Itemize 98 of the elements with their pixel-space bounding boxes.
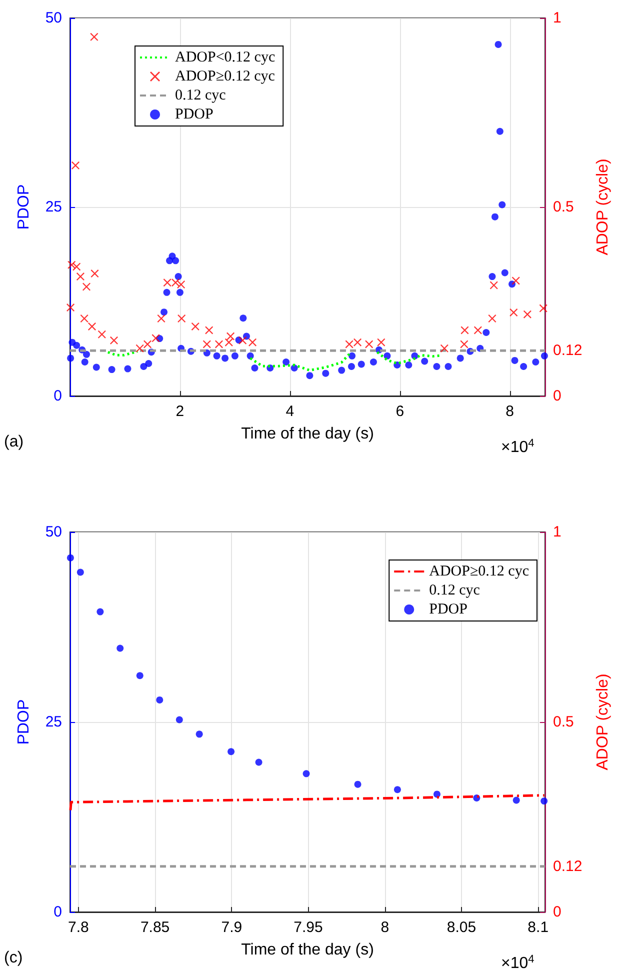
point bbox=[490, 281, 498, 290]
point bbox=[136, 672, 144, 680]
legend-label: 0.12 cyc bbox=[429, 582, 480, 598]
point bbox=[488, 314, 496, 323]
x-tick-label: 4 bbox=[286, 403, 294, 420]
point bbox=[512, 796, 520, 804]
point bbox=[433, 790, 440, 798]
point bbox=[460, 340, 468, 348]
point bbox=[539, 304, 548, 312]
y-axis-title: PDOP bbox=[16, 184, 32, 230]
point bbox=[248, 338, 257, 346]
y-tick-label: 50 bbox=[45, 10, 62, 26]
point bbox=[76, 272, 84, 281]
y2-tick-label: 1 bbox=[553, 10, 562, 26]
point bbox=[157, 314, 166, 323]
point bbox=[98, 330, 106, 338]
legend-label: PDOP bbox=[175, 106, 214, 122]
point bbox=[255, 758, 262, 766]
point bbox=[365, 340, 374, 348]
y2-axis-title: ADOP (cycle) bbox=[594, 158, 612, 256]
legend-label: ADOP≥0.12 cyc bbox=[175, 68, 276, 84]
point bbox=[345, 340, 354, 348]
point bbox=[196, 730, 203, 738]
y2-axis-title: ADOP (cycle) bbox=[594, 674, 612, 770]
line-series bbox=[69, 794, 546, 812]
point bbox=[377, 338, 386, 346]
y-tick-label: 50 bbox=[45, 524, 62, 540]
point bbox=[302, 770, 310, 778]
point bbox=[76, 568, 84, 576]
point bbox=[66, 304, 75, 312]
point bbox=[512, 276, 520, 285]
point bbox=[172, 278, 180, 287]
point bbox=[90, 32, 98, 41]
point bbox=[144, 340, 152, 348]
x-axis-title: Time of the day (s) bbox=[241, 426, 374, 442]
point bbox=[116, 644, 124, 652]
point bbox=[110, 336, 118, 344]
legend-label: PDOP bbox=[429, 602, 468, 618]
text: (c) bbox=[4, 950, 23, 966]
y2-tick-label: 0.12 bbox=[553, 342, 582, 360]
point bbox=[354, 338, 362, 346]
y-tick-label: 25 bbox=[45, 714, 62, 730]
y2-tick-label: 0 bbox=[553, 904, 562, 920]
point bbox=[96, 608, 104, 616]
x-tick-label: 7.85 bbox=[140, 919, 170, 936]
point bbox=[354, 780, 362, 788]
point bbox=[510, 308, 518, 316]
point bbox=[238, 336, 247, 344]
point bbox=[394, 786, 401, 794]
point bbox=[178, 314, 186, 323]
y-tick-label: 25 bbox=[45, 198, 62, 216]
x-tick-label: 8 bbox=[380, 919, 390, 936]
y2-tick-label: 1 bbox=[553, 524, 562, 540]
legend-label: 0.12 cyc bbox=[175, 88, 226, 104]
y-axis-title: PDOP bbox=[16, 699, 32, 745]
point bbox=[460, 326, 469, 334]
point bbox=[152, 334, 160, 342]
point bbox=[440, 344, 448, 352]
y-tick-label: 0 bbox=[54, 388, 62, 404]
point bbox=[80, 314, 88, 323]
point bbox=[66, 554, 74, 562]
x-tick-label: 7.9 bbox=[221, 919, 242, 936]
x-tick-label: 8.1 bbox=[528, 919, 549, 936]
x-tick-label: 8.05 bbox=[446, 919, 476, 936]
point bbox=[163, 278, 172, 287]
y2-tick-label: 0.12 bbox=[553, 858, 582, 875]
point bbox=[540, 798, 548, 805]
point bbox=[177, 280, 186, 288]
x-axis-title: Time of the day (s) bbox=[241, 942, 374, 958]
point bbox=[176, 716, 183, 724]
point bbox=[228, 748, 235, 756]
point bbox=[90, 270, 99, 278]
y2-tick-label: 0 bbox=[553, 388, 562, 404]
x-tick-label: 6 bbox=[396, 403, 404, 420]
point bbox=[205, 326, 214, 334]
legend-label: ADOP<0.12 cyc bbox=[175, 50, 276, 66]
point bbox=[214, 340, 223, 348]
y-tick-label: 0 bbox=[54, 904, 62, 920]
point bbox=[202, 340, 211, 348]
point bbox=[88, 322, 96, 330]
point bbox=[72, 161, 80, 170]
y2-tick-label: 0.5 bbox=[553, 198, 574, 216]
x-tick-label: 7.95 bbox=[294, 919, 323, 936]
x-tick-label: 8 bbox=[506, 403, 514, 420]
text: (a) bbox=[4, 434, 24, 450]
point bbox=[474, 326, 482, 334]
point bbox=[136, 344, 144, 352]
y2-tick-label: 0.5 bbox=[553, 714, 574, 730]
point bbox=[156, 696, 164, 704]
x-tick-label: 2 bbox=[176, 403, 184, 420]
point bbox=[72, 262, 81, 271]
point bbox=[224, 338, 233, 346]
point bbox=[191, 322, 200, 330]
point bbox=[82, 282, 90, 291]
legend-label: ADOP≥0.12 cyc bbox=[429, 564, 530, 580]
point bbox=[226, 332, 235, 340]
x-tick-label: 7.8 bbox=[68, 919, 89, 936]
point bbox=[523, 310, 532, 318]
